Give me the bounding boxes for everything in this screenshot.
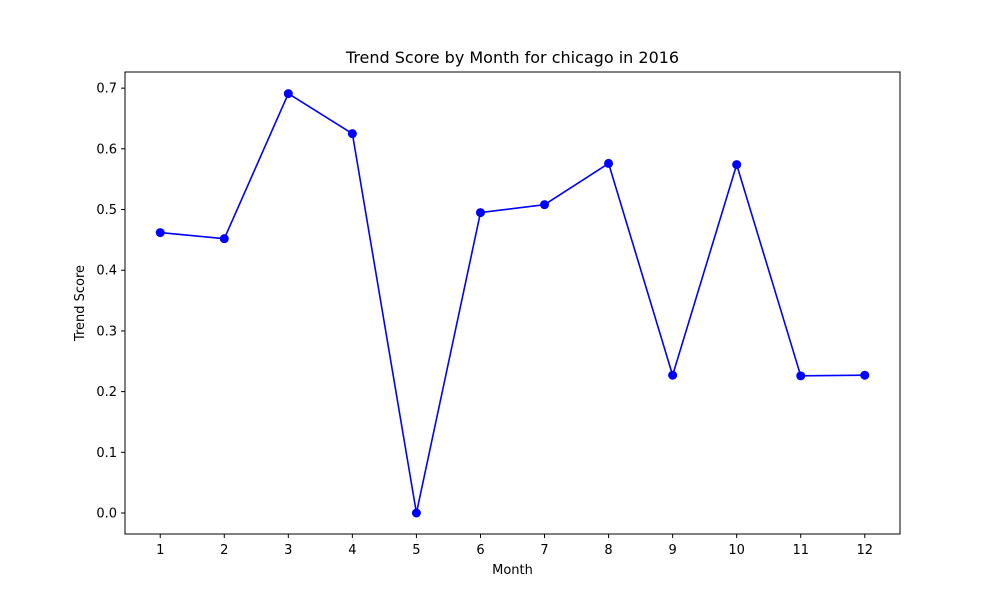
data-point — [411, 508, 421, 518]
y-tick-label: 0.5 — [96, 203, 117, 218]
y-tick-label: 0.6 — [96, 142, 117, 157]
plot-area-frame — [124, 71, 901, 535]
x-tick-label: 11 — [792, 543, 809, 558]
x-tick-label: 8 — [604, 543, 612, 558]
y-tick-label: 0.3 — [96, 324, 117, 339]
y-tick-label: 0.4 — [96, 264, 117, 279]
x-tick-label: 5 — [412, 543, 420, 558]
ticks-layer: 1 2 3 4 5 6 7 8 9 10 11 120.00.10.20.30.40.50.60.7 — [96, 82, 873, 558]
x-tick-label: 2 — [220, 543, 228, 558]
x-tick-label: 4 — [348, 543, 356, 558]
data-point — [860, 370, 870, 380]
x-tick-label: 9 — [668, 543, 676, 558]
data-point — [283, 89, 293, 99]
x-axis-label: Month — [492, 563, 533, 578]
x-tick-label: 10 — [728, 543, 745, 558]
y-tick-label: 0.0 — [96, 507, 117, 522]
y-tick-label: 0.7 — [96, 82, 117, 97]
x-tick-label: 1 — [156, 543, 164, 558]
data-point — [732, 160, 742, 170]
series-layer — [155, 89, 870, 518]
data-point — [668, 370, 678, 380]
y-tick-label: 0.2 — [96, 385, 117, 400]
x-tick-label: 12 — [856, 543, 873, 558]
data-point — [604, 158, 614, 168]
data-point — [347, 129, 357, 139]
series-line — [160, 92, 865, 514]
data-point — [540, 200, 550, 210]
x-tick-label: 3 — [284, 543, 292, 558]
chart-title: Trend Score by Month for chicago in 2016 — [345, 48, 679, 67]
data-point — [475, 208, 485, 218]
y-axis-label: Trend Score — [73, 265, 88, 342]
data-point — [219, 234, 229, 244]
x-tick-label: 6 — [476, 543, 484, 558]
x-tick-label: 7 — [540, 543, 548, 558]
y-tick-label: 0.1 — [96, 446, 117, 461]
data-point — [796, 371, 806, 381]
data-point — [155, 228, 165, 238]
